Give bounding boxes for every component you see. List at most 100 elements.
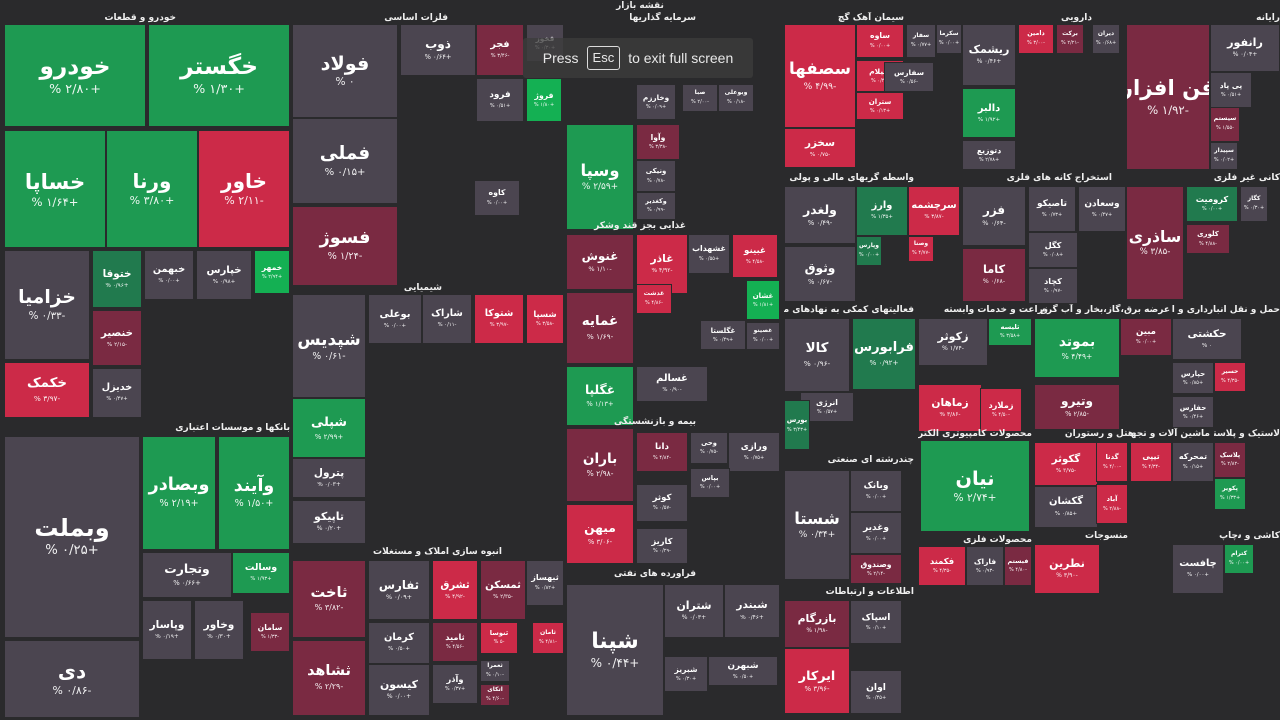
stock-tile[interactable]: فکمند -۴/۳۵ % bbox=[918, 546, 966, 586]
stock-tile[interactable]: تمحرکه +۰/۱۵ % bbox=[1172, 442, 1214, 482]
stock-tile[interactable]: سخزر -۰/۷۵ % bbox=[784, 128, 856, 168]
stock-tile[interactable]: کرومیت +۰/۰۰ % bbox=[1186, 186, 1238, 222]
stock-tile[interactable]: دالبر +۱/۹۲ % bbox=[962, 88, 1016, 138]
stock-tile[interactable]: کچاد -۰/۹۷ % bbox=[1028, 268, 1078, 304]
stock-tile[interactable]: غبینو -۴/۵۸ % bbox=[732, 234, 778, 278]
stock-tile[interactable]: فزر -۰/۶۴ % bbox=[962, 186, 1026, 246]
stock-tile[interactable]: وبانک +۰/۰۰ % bbox=[850, 470, 902, 512]
stock-tile[interactable]: ثامان -۴/۸۱ % bbox=[532, 622, 564, 654]
stock-tile[interactable]: شپنا +۰/۴۴ % bbox=[566, 584, 664, 716]
stock-tile[interactable]: سفار +۰/۷۷ % bbox=[906, 24, 936, 58]
stock-tile[interactable]: خدیزل +۰/۴۷ % bbox=[92, 368, 142, 418]
stock-tile[interactable]: فبستم -۴/۸۰ % bbox=[1004, 546, 1032, 586]
stock-tile[interactable]: وبوعلی -۰/۱۸ % bbox=[718, 84, 754, 112]
stock-tile[interactable]: گکوثر -۳/۷۵ % bbox=[1034, 442, 1098, 486]
stock-tile[interactable]: ایرکار -۳/۹۶ % bbox=[784, 648, 850, 714]
stock-tile[interactable]: وخارزم +۰/۰۹ % bbox=[636, 84, 676, 120]
stock-tile[interactable]: کیسون +۰/۰۰ % bbox=[368, 664, 430, 716]
stock-tile[interactable]: کاما -۰/۶۸ % bbox=[962, 248, 1026, 302]
stock-tile[interactable]: صبا -۲/۰۰ % bbox=[682, 84, 718, 112]
stock-tile[interactable]: کلوری -۴/۸۸ % bbox=[1186, 224, 1230, 254]
stock-tile[interactable]: وبملت +۰/۲۵ % bbox=[4, 436, 140, 638]
stock-tile[interactable]: سرچشمه -۳/۸۷ % bbox=[908, 186, 960, 236]
stock-tile[interactable]: غصینو +۰/۰۰ % bbox=[746, 322, 780, 350]
stock-tile[interactable]: وتیرو -۲/۸۵ % bbox=[1034, 384, 1120, 430]
stock-tile[interactable]: فاراک -۰/۹۳ % bbox=[966, 546, 1004, 586]
stock-tile[interactable]: کگل +۰/۰۸ % bbox=[1028, 232, 1078, 268]
stock-tile[interactable]: سصفها -۴/۹۹ % bbox=[784, 24, 856, 128]
stock-tile[interactable]: وغدیر +۰/۰۰ % bbox=[850, 512, 902, 554]
stock-tile[interactable]: ثاخت -۳/۸۲ % bbox=[292, 560, 366, 638]
stock-tile[interactable]: شتوکا -۳/۹۷ % bbox=[474, 294, 524, 344]
stock-tile[interactable]: کترام +۰/۰۰ % bbox=[1224, 544, 1254, 574]
stock-tile[interactable]: خگستر +۱/۳۰ % bbox=[148, 24, 290, 127]
stock-tile[interactable]: بوعلی +۰/۰۰ % bbox=[368, 294, 422, 344]
stock-tile[interactable]: شبریز +۰/۳۰ % bbox=[664, 656, 708, 692]
stock-tile[interactable]: فرابورس +۰/۹۲ % bbox=[852, 318, 916, 390]
stock-tile[interactable]: برکت -۲/۲۱ % bbox=[1056, 24, 1084, 54]
stock-tile[interactable]: سامان -۱/۳۳ % bbox=[250, 612, 290, 652]
stock-tile[interactable]: شسپا -۳/۵۸ % bbox=[526, 294, 564, 344]
stock-tile[interactable]: دیران +۰/۶۸ % bbox=[1092, 24, 1120, 54]
stock-tile[interactable]: میهن -۳/۰۶ % bbox=[566, 504, 634, 564]
stock-tile[interactable]: ستران +۰/۱۳ % bbox=[856, 92, 904, 120]
stock-tile[interactable]: غنوش -۱/۱۰ % bbox=[566, 234, 634, 290]
stock-tile[interactable]: فروژ +۱/۸۰ % bbox=[526, 78, 562, 122]
stock-tile[interactable]: سفارس -۰/۵۶ % bbox=[884, 62, 934, 92]
stock-tile[interactable]: خکمک -۳/۹۷ % bbox=[4, 362, 90, 418]
stock-tile[interactable]: اسپاک +۰/۱۰ % bbox=[850, 600, 902, 644]
stock-tile[interactable]: پترول +۰/۰۳ % bbox=[292, 458, 366, 498]
stock-tile[interactable]: وسپا +۲/۵۹ % bbox=[566, 124, 634, 230]
stock-tile[interactable]: حسیر -۴/۳۵ % bbox=[1214, 362, 1246, 392]
stock-tile[interactable]: خاور -۲/۱۱ % bbox=[198, 130, 290, 248]
stock-tile[interactable]: ساوه +۰/۰۰ % bbox=[856, 24, 904, 58]
stock-tile[interactable]: سکرما +۰/۰۰ % bbox=[936, 24, 962, 54]
stock-tile[interactable]: فملی +۰/۱۵ % bbox=[292, 118, 398, 204]
stock-tile[interactable]: ورازی +۰/۷۵ % bbox=[728, 432, 780, 472]
stock-tile[interactable]: ثشرق -۴/۹۲ % bbox=[432, 560, 478, 620]
stock-tile[interactable]: شبندر +۰/۴۶ % bbox=[724, 584, 780, 638]
stock-tile[interactable]: کگاز +۰/۳۰ % bbox=[1240, 186, 1268, 222]
stock-tile[interactable]: وصنا -۴/۷۷ % bbox=[908, 236, 934, 262]
stock-tile[interactable]: خپارس +۰/۹۸ % bbox=[196, 250, 252, 300]
stock-tile[interactable]: وارز +۱/۳۵ % bbox=[856, 186, 908, 236]
stock-tile[interactable]: حفارس +۰/۴۶ % bbox=[1172, 396, 1214, 428]
stock-tile[interactable]: ولغدر -۰/۴۹ % bbox=[784, 186, 856, 244]
stock-tile[interactable]: شتران +۰/۰۳ % bbox=[664, 584, 724, 638]
stock-tile[interactable]: دتوزیع +۲/۷۸ % bbox=[962, 140, 1016, 170]
stock-tile[interactable]: دامین -۳/۰۰ % bbox=[1018, 24, 1054, 54]
stock-tile[interactable]: غشان +۱/۸۱ % bbox=[746, 280, 780, 320]
stock-tile[interactable]: فولاد ۰ % bbox=[292, 24, 398, 118]
stock-tile[interactable]: زماهان -۳/۸۶ % bbox=[918, 384, 982, 432]
stock-tile[interactable]: باران -۲/۹۸ % bbox=[566, 428, 634, 502]
stock-tile[interactable]: وپارس +۰/۰۰ % bbox=[856, 236, 882, 266]
stock-tile[interactable]: گدنا -۴/۰۰ % bbox=[1096, 442, 1128, 482]
stock-tile[interactable]: وآذر +۰/۳۷ % bbox=[432, 664, 478, 704]
stock-tile[interactable]: شپلی +۲/۹۹ % bbox=[292, 398, 366, 458]
stock-tile[interactable]: ثمسکن -۲/۳۵ % bbox=[480, 560, 526, 620]
stock-tile[interactable]: گکشان +۰/۸۵ % bbox=[1034, 486, 1098, 528]
stock-tile[interactable]: ثنوسا -۵ % bbox=[480, 622, 518, 654]
stock-tile[interactable]: سیستم -۱/۵۵ % bbox=[1210, 106, 1240, 142]
stock-tile[interactable]: خبهمن +۰/۰۰ % bbox=[144, 250, 194, 300]
stock-tile[interactable]: وپاسار +۰/۱۹ % bbox=[142, 600, 192, 660]
stock-tile[interactable]: ورنا +۳/۸۰ % bbox=[106, 130, 198, 248]
stock-tile[interactable]: وسعادن +۰/۴۷ % bbox=[1078, 186, 1126, 232]
stock-tile[interactable]: خمهر +۲/۹۴ % bbox=[254, 250, 290, 294]
stock-tile[interactable]: زملارد -۴/۵۰ % bbox=[980, 388, 1022, 432]
stock-tile[interactable]: خساپا +۱/۶۴ % bbox=[4, 130, 106, 248]
stock-tile[interactable]: حپارس +۰/۸۵ % bbox=[1172, 362, 1214, 394]
stock-tile[interactable]: کوثر -۰/۵۷ % bbox=[636, 484, 688, 522]
stock-tile[interactable]: مبین +۰/۰۰ % bbox=[1120, 318, 1172, 356]
stock-tile[interactable]: چافست +۰/۰۰ % bbox=[1172, 544, 1224, 594]
stock-tile[interactable]: کرمان +۰/۵۰ % bbox=[368, 622, 430, 664]
stock-tile[interactable]: بموتد +۴/۴۹ % bbox=[1034, 318, 1120, 378]
stock-tile[interactable]: شاراک -۰/۱۱ % bbox=[422, 294, 472, 344]
stock-tile[interactable]: وسالت +۱/۹۳ % bbox=[232, 552, 290, 594]
stock-tile[interactable]: رانفور +۰/۰۴ % bbox=[1210, 24, 1280, 72]
stock-tile[interactable]: کالا -۰/۹۶ % bbox=[784, 318, 850, 392]
stock-tile[interactable]: آباد -۲/۸۸ % bbox=[1096, 484, 1128, 524]
stock-tile[interactable]: دانا -۴/۸۴ % bbox=[636, 432, 688, 472]
stock-tile[interactable]: غگلستا +۰/۴۹ % bbox=[700, 320, 746, 350]
stock-tile[interactable]: وثوق -۰/۶۷ % bbox=[784, 246, 856, 302]
